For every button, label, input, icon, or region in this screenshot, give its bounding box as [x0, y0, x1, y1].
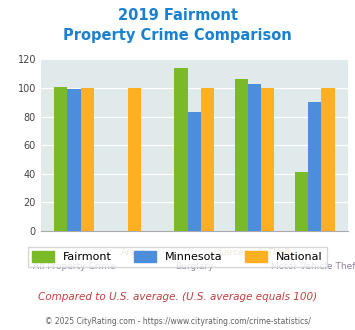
Bar [67, 89, 81, 231]
Bar [295, 172, 308, 231]
Bar [248, 84, 261, 231]
Text: Property Crime Comparison: Property Crime Comparison [63, 28, 292, 43]
Text: All Property Crime: All Property Crime [33, 262, 115, 271]
Bar [261, 88, 274, 231]
Bar [81, 88, 94, 231]
Bar [308, 102, 321, 231]
Bar [201, 88, 214, 231]
Text: Compared to U.S. average. (U.S. average equals 100): Compared to U.S. average. (U.S. average … [38, 292, 317, 302]
Text: Arson: Arson [121, 248, 147, 257]
Text: Burglary: Burglary [175, 262, 214, 271]
Bar [127, 88, 141, 231]
Legend: Fairmont, Minnesota, National: Fairmont, Minnesota, National [28, 247, 327, 267]
Text: Larceny & Theft: Larceny & Theft [219, 248, 291, 257]
Text: © 2025 CityRating.com - https://www.cityrating.com/crime-statistics/: © 2025 CityRating.com - https://www.city… [45, 317, 310, 326]
Bar [235, 80, 248, 231]
Bar [188, 112, 201, 231]
Bar [175, 68, 188, 231]
Text: 2019 Fairmont: 2019 Fairmont [118, 8, 237, 23]
Bar [54, 86, 67, 231]
Text: Motor Vehicle Theft: Motor Vehicle Theft [271, 262, 355, 271]
Bar [321, 88, 335, 231]
